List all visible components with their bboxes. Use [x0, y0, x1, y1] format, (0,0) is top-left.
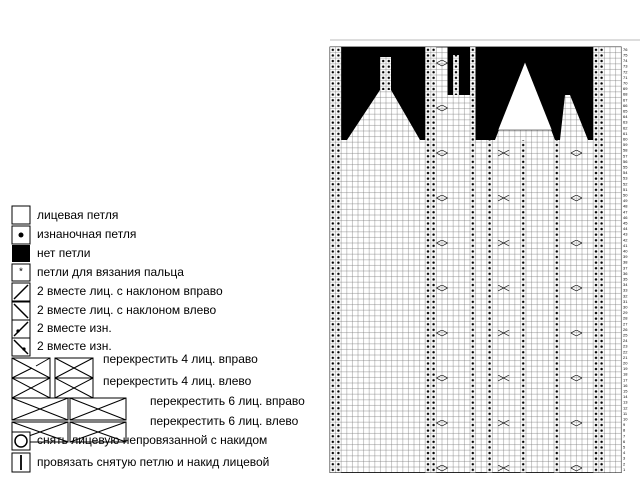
row-number: 67	[623, 97, 628, 102]
row-number: 4	[623, 450, 626, 455]
legend-text: 2 вместе лиц. с наклоном вправо	[37, 284, 223, 298]
row-number: 47	[623, 209, 628, 214]
row-number: 66	[623, 103, 628, 108]
row-number: 11	[623, 411, 628, 416]
row-number: 15	[623, 388, 628, 393]
row-number: 72	[623, 69, 628, 74]
row-number: 19	[623, 366, 628, 371]
legend-text: нет петли	[37, 246, 90, 260]
row-number: 49	[623, 198, 628, 203]
row-number: 45	[623, 220, 628, 225]
row-number: 5	[623, 444, 626, 449]
row-number: 24	[623, 338, 628, 343]
row-number: 64	[623, 114, 628, 119]
row-number: 54	[623, 170, 628, 175]
row-number: 73	[623, 64, 628, 69]
legend-text: перекрестить 4 лиц. влево	[103, 374, 252, 388]
row-number: 55	[623, 164, 628, 169]
svg-text:*: *	[19, 267, 23, 278]
row-number: 40	[623, 248, 628, 253]
row-number: 27	[623, 321, 628, 326]
row-number: 18	[623, 372, 628, 377]
legend-text: перекрестить 6 лиц. влево	[150, 414, 299, 428]
row-number: 28	[623, 316, 628, 321]
row-number: 32	[623, 293, 628, 298]
row-number: 31	[623, 299, 628, 304]
row-number: 74	[623, 58, 628, 63]
row-number: 69	[623, 86, 628, 91]
legend-text: провязать снятую петлю и накид лицевой	[37, 455, 269, 469]
row-number: 44	[623, 226, 628, 231]
row-number: 56	[623, 159, 628, 164]
row-number: 50	[623, 192, 628, 197]
row-number: 37	[623, 265, 628, 270]
row-number: 61	[623, 131, 628, 136]
row-number: 42	[623, 237, 628, 242]
row-number: 30	[623, 304, 628, 309]
legend-text: лицевая петля	[37, 208, 118, 222]
row-number: 7	[623, 433, 626, 438]
row-number: 23	[623, 344, 628, 349]
row-number: 52	[623, 181, 628, 186]
legend-text: 2 вместе лиц. с наклоном влево	[37, 303, 217, 317]
row-number: 3	[623, 456, 626, 461]
row-number: 25	[623, 332, 628, 337]
row-number: 21	[623, 355, 628, 360]
legend-text: перекрестить 6 лиц. вправо	[150, 394, 305, 408]
knitting-chart	[329, 46, 622, 474]
row-number: 6	[623, 439, 626, 444]
row-number: 17	[623, 377, 628, 382]
row-number: 8	[623, 428, 626, 433]
row-number: 26	[623, 327, 628, 332]
row-number: 51	[623, 187, 628, 192]
legend-text: 2 вместе изн.	[37, 339, 112, 353]
row-number: 63	[623, 120, 628, 125]
row-number: 16	[623, 383, 628, 388]
row-number: 48	[623, 204, 628, 209]
legend: * лицевая петля изнаночная петля нет пет…	[11, 205, 305, 473]
row-number: 29	[623, 310, 628, 315]
legend-text: перекрестить 4 лиц. вправо	[103, 352, 258, 366]
legend-text: снять лицевую непровязанной с накидом	[37, 433, 267, 447]
legend-text: петли для вязания пальца	[37, 265, 184, 279]
row-number: 70	[623, 80, 628, 85]
row-number: 76	[623, 47, 628, 52]
row-number: 20	[623, 360, 628, 365]
row-number: 68	[623, 92, 628, 97]
row-number: 13	[623, 400, 628, 405]
row-number: 9	[623, 422, 626, 427]
row-number: 36	[623, 271, 628, 276]
row-number: 34	[623, 282, 628, 287]
row-number: 53	[623, 176, 628, 181]
row-number: 39	[623, 254, 628, 259]
row-number: 35	[623, 276, 628, 281]
legend-text: 2 вместе изн.	[37, 321, 112, 335]
row-number: 57	[623, 153, 628, 158]
row-number: 12	[623, 405, 628, 410]
row-number: 46	[623, 215, 628, 220]
row-number: 75	[623, 52, 628, 57]
row-number: 71	[623, 75, 628, 80]
row-number: 58	[623, 148, 628, 153]
row-number: 62	[623, 125, 628, 130]
row-number: 22	[623, 349, 628, 354]
row-number: 43	[623, 232, 628, 237]
row-number: 65	[623, 108, 628, 113]
row-number: 33	[623, 288, 628, 293]
row-number: 59	[623, 142, 628, 147]
row-number: 60	[623, 136, 628, 141]
row-number: 1	[623, 467, 626, 472]
row-number: 14	[623, 394, 628, 399]
row-number: 38	[623, 260, 628, 265]
row-number: 41	[623, 243, 628, 248]
legend-text: изнаночная петля	[37, 227, 136, 241]
row-numbers: 7675747372717069686766656463626160595857…	[623, 47, 628, 472]
row-number: 2	[623, 461, 626, 466]
row-number: 10	[623, 416, 628, 421]
